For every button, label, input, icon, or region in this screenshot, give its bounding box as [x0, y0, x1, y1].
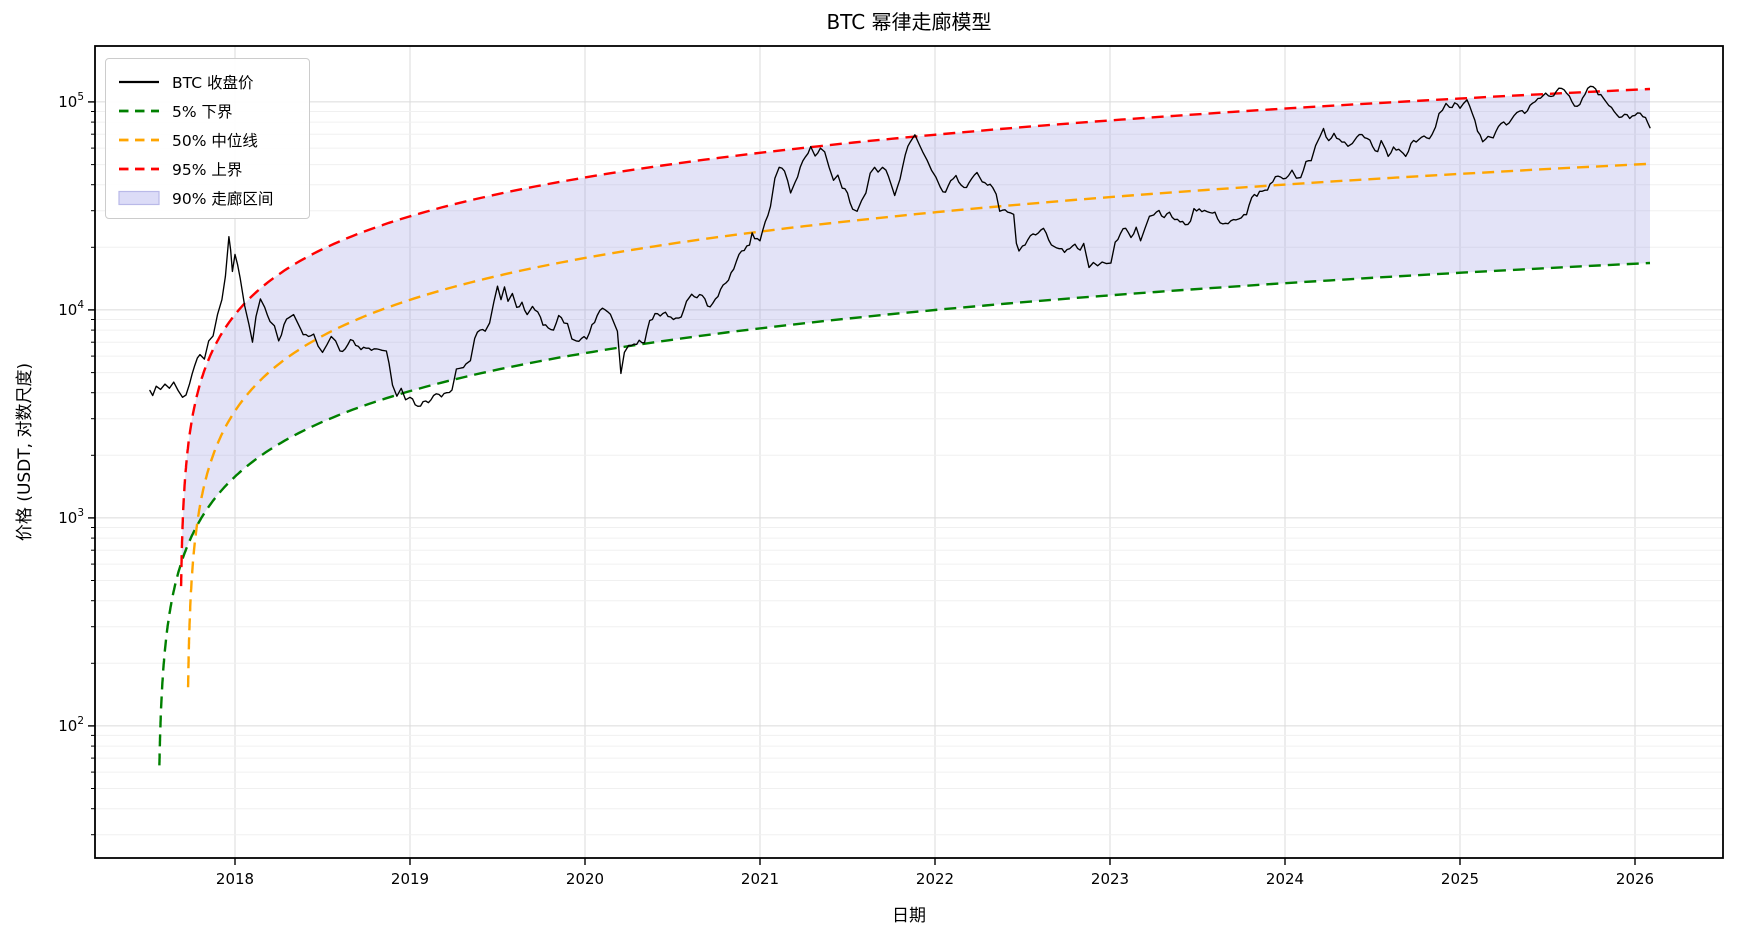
x-tick-label-2019: 2019 [391, 870, 429, 888]
x-tick-label-2024: 2024 [1266, 870, 1304, 888]
legend-sample-btc-close [119, 80, 159, 83]
x-tick-label-2026: 2026 [1616, 870, 1654, 888]
legend-sample-corridor-band [118, 190, 160, 205]
legend-item-upper-bound: 95% 上界 [116, 154, 301, 183]
legend-item-label: 95% 上界 [172, 160, 243, 179]
y-tick-label-1e2: 102 [58, 715, 84, 735]
legend-sample-lower-bound [119, 109, 159, 112]
x-tick-label-2025: 2025 [1441, 870, 1479, 888]
legend-item-btc-close: BTC 收盘价 [116, 67, 301, 96]
legend-item-label: 90% 走廊区间 [172, 189, 274, 208]
x-tick-label-2023: 2023 [1091, 870, 1129, 888]
upper-bound-curve [179, 87, 1651, 587]
y-tick-label-1e3: 103 [58, 507, 84, 527]
y-tick-label-1e4: 104 [58, 299, 84, 319]
x-tick-label-2018: 2018 [216, 870, 254, 888]
x-tick-label-2022: 2022 [916, 870, 954, 888]
gridlines [95, 46, 1723, 858]
y-tick-label-1e5: 105 [58, 91, 84, 111]
legend-item-median: 50% 中位线 [116, 125, 301, 154]
legend-item-corridor-band: 90% 走廊区间 [116, 183, 301, 212]
legend: BTC 收盘价 5% 下界 50% 中位线 95% 上界 90% 走廊区间 [105, 58, 310, 219]
legend-item-label: 5% 下界 [172, 102, 233, 121]
legend-sample-median [119, 138, 159, 141]
chart-title: BTC 幂律走廊模型 [826, 10, 992, 34]
x-axis-label: 日期 [892, 906, 926, 926]
plot-border [94, 45, 1724, 859]
legend-item-label: 50% 中位线 [172, 131, 258, 150]
y-axis-label: 价格 (USDT, 对数尺度) [15, 362, 35, 542]
price-line [149, 85, 1651, 407]
legend-item-label: BTC 收盘价 [172, 73, 254, 92]
x-tick-label-2020: 2020 [566, 870, 604, 888]
legend-item-lower-bound: 5% 下界 [116, 96, 301, 125]
corridor-band [181, 89, 1650, 562]
x-tick-label-2021: 2021 [741, 870, 779, 888]
lower-bound-curve [158, 261, 1651, 766]
legend-sample-upper-bound [119, 167, 159, 170]
median-curve [186, 162, 1651, 688]
